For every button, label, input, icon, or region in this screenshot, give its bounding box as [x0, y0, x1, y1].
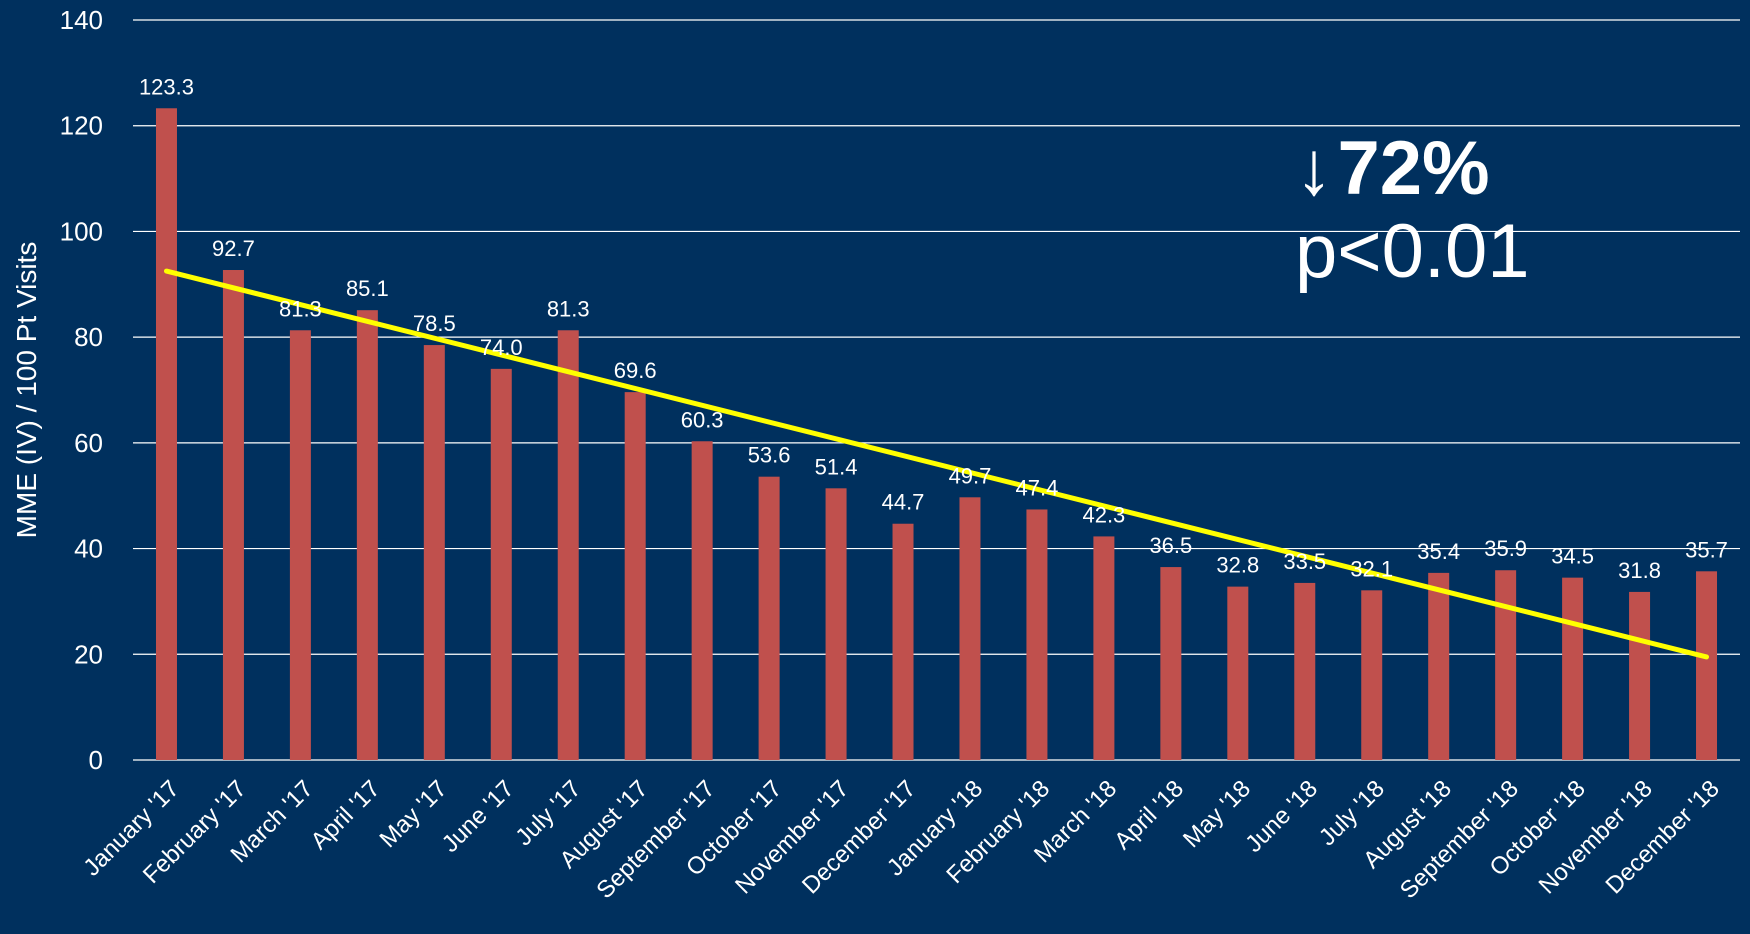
bar: [825, 488, 847, 760]
data-label: 35.4: [1417, 539, 1460, 564]
y-tick-label: 140: [60, 5, 103, 35]
bar: [222, 270, 244, 760]
y-tick-label: 60: [74, 428, 103, 458]
data-label: 32.8: [1216, 553, 1259, 578]
x-category-label: June '17: [437, 775, 520, 858]
y-tick-label: 80: [74, 322, 103, 352]
y-tick-label: 120: [60, 111, 103, 141]
p-value: p<0.01: [1295, 209, 1530, 294]
change-annotation: ↓ 72% p<0.01: [1295, 125, 1530, 295]
bar: [289, 330, 311, 760]
x-category-label: April '18: [1109, 775, 1189, 855]
down-arrow-icon: ↓: [1295, 126, 1333, 211]
bar: [1294, 582, 1316, 760]
bar: [959, 497, 981, 760]
data-label: 35.9: [1484, 536, 1527, 561]
data-label: 81.3: [547, 296, 590, 321]
percent-change: 72%: [1337, 126, 1490, 211]
bar: [1629, 591, 1651, 760]
bar: [1495, 570, 1517, 760]
y-tick-label: 40: [74, 534, 103, 564]
y-tick-label: 20: [74, 639, 103, 669]
data-label: 35.7: [1685, 537, 1728, 562]
data-label: 33.5: [1283, 549, 1326, 574]
data-label: 51.4: [815, 454, 858, 479]
data-label: 123.3: [139, 74, 194, 99]
bar: [1026, 509, 1048, 760]
bar: [1562, 577, 1584, 760]
y-tick-label: 100: [60, 216, 103, 246]
bar: [1361, 590, 1383, 760]
y-axis-ticks: 0 20 40 60 80 100 120 140: [60, 5, 103, 775]
bar: [356, 310, 378, 760]
data-label: 69.6: [614, 358, 657, 383]
bar: [758, 476, 780, 760]
bar: [557, 330, 579, 760]
x-category-label: April '17: [306, 775, 386, 855]
data-label: 78.5: [413, 311, 456, 336]
data-label: 92.7: [212, 236, 255, 261]
bar: [1696, 571, 1718, 760]
trendline: [163, 268, 1710, 660]
trendline-layer: [163, 268, 1710, 660]
bars: [155, 108, 1718, 761]
bar: [423, 345, 445, 760]
x-category-label: September '18: [1395, 775, 1524, 904]
bar: [624, 392, 646, 760]
data-labels: 123.3 92.7 81.3 85.1 78.5 74.0 81.3 69.6 60.3 53.…: [139, 74, 1728, 583]
data-label: 31.8: [1618, 558, 1661, 583]
bar: [1227, 586, 1249, 760]
bar: [490, 368, 512, 760]
bar: [1160, 567, 1182, 760]
data-label: 42.3: [1082, 502, 1125, 527]
data-label: 81.3: [279, 296, 322, 321]
data-label: 74.0: [480, 335, 523, 360]
data-label: 32.1: [1350, 556, 1393, 581]
data-label: 53.6: [748, 443, 791, 468]
data-label: 47.4: [1016, 475, 1059, 500]
bar: [1093, 536, 1115, 760]
bar: [691, 441, 713, 760]
bar: [1428, 572, 1450, 760]
data-label: 44.7: [882, 490, 925, 515]
data-label: 34.5: [1551, 544, 1594, 569]
data-label: 36.5: [1149, 533, 1192, 558]
gridlines: [133, 19, 1740, 761]
data-label: 85.1: [346, 276, 389, 301]
y-axis-title: MME (IV) / 100 Pt Visits: [11, 242, 42, 539]
data-label: 49.7: [949, 463, 992, 488]
bar: [155, 108, 177, 761]
data-label: 60.3: [681, 407, 724, 432]
x-category-label: September '17: [591, 775, 720, 904]
y-tick-label: 0: [89, 745, 103, 775]
bar: [892, 523, 914, 760]
x-category-label: June '18: [1240, 775, 1323, 858]
